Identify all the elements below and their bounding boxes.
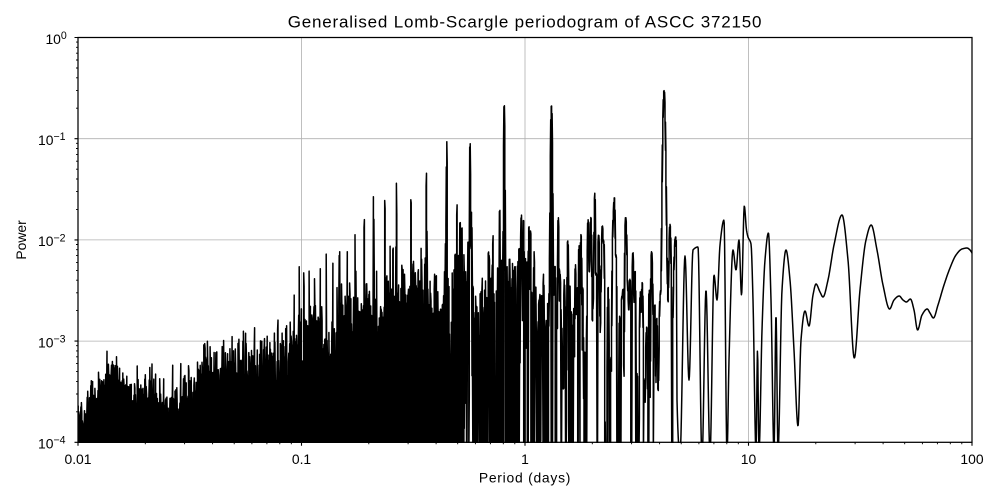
svg-text:10: 10 [38,132,54,148]
svg-text:10: 10 [741,451,757,467]
svg-text:0.01: 0.01 [64,451,91,467]
svg-text:−2: −2 [54,232,66,244]
svg-text:10: 10 [38,233,54,249]
svg-text:−4: −4 [54,435,66,447]
svg-text:10: 10 [38,334,54,350]
svg-text:100: 100 [960,451,983,467]
svg-text:Power: Power [13,220,29,260]
svg-text:10: 10 [45,31,61,47]
svg-text:10: 10 [38,436,54,452]
svg-text:0: 0 [61,30,67,42]
svg-text:Generalised Lomb-Scargle perio: Generalised Lomb-Scargle periodogram of … [288,13,763,32]
svg-text:0.1: 0.1 [292,451,312,467]
svg-text:Period (days): Period (days) [479,470,571,486]
svg-text:−1: −1 [54,131,66,143]
svg-text:−3: −3 [54,334,66,346]
svg-text:1: 1 [521,451,529,467]
